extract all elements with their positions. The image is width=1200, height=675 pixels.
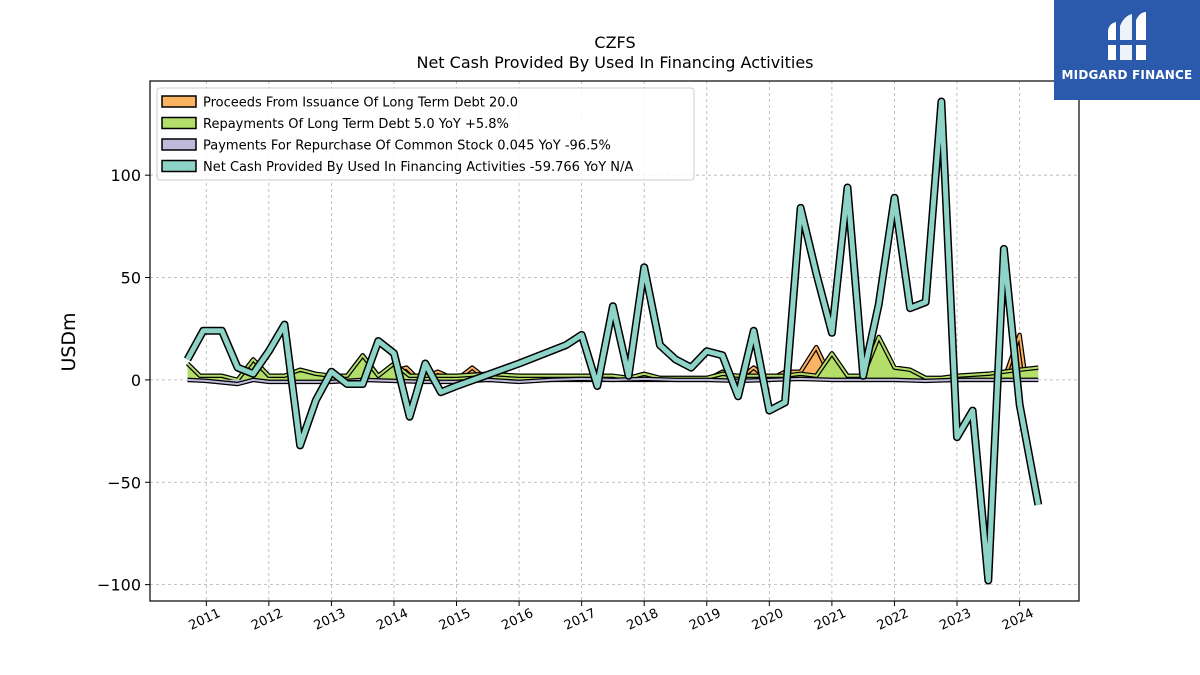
plot-area (183, 97, 1043, 585)
legend-label: Net Cash Provided By Used In Financing A… (203, 160, 633, 175)
y-axis-label: USDm (58, 312, 80, 371)
midgard-logo-icon (1106, 12, 1148, 60)
x-tick-label: 2015 (437, 606, 473, 634)
x-tick-label: 2016 (499, 606, 535, 634)
legend-item: Payments For Repurchase Of Common Stock … (161, 138, 611, 154)
legend-label: Proceeds From Issuance Of Long Term Debt… (203, 96, 518, 111)
chart-subtitle: Net Cash Provided By Used In Financing A… (416, 53, 813, 72)
series-line (185, 99, 1041, 583)
x-tick-label: 2013 (312, 606, 348, 634)
x-tick-label: 2022 (875, 606, 911, 634)
grid (150, 81, 1079, 601)
legend-label: Repayments Of Long Term Debt 5.0 YoY +5.… (203, 117, 509, 132)
x-tick-label: 2024 (1000, 606, 1036, 634)
legend: Proceeds From Issuance Of Long Term Debt… (156, 87, 695, 181)
x-tick-label: 2011 (187, 606, 223, 634)
series-area (187, 334, 1026, 380)
legend-item: Net Cash Provided By Used In Financing A… (161, 159, 633, 175)
legend-item: Proceeds From Issuance Of Long Term Debt… (161, 95, 518, 111)
y-tick-label: 100 (110, 166, 141, 185)
y-axis: −100 −50 0 50 100 (97, 166, 150, 595)
x-tick-label: 2023 (937, 606, 973, 634)
brand-logo: MIDGARD FINANCE (1054, 0, 1200, 100)
legend-swatch (161, 116, 197, 130)
series-2 (185, 334, 1039, 383)
y-tick-label: 50 (121, 269, 141, 288)
series-line (186, 335, 1039, 381)
legend-swatch (161, 95, 197, 108)
x-tick-label: 2020 (750, 606, 786, 634)
chart-title: CZFS (594, 33, 635, 52)
series-3 (187, 376, 1039, 387)
legend-swatch (161, 138, 197, 151)
legend-label: Payments For Repurchase Of Common Stock … (203, 139, 611, 154)
logo-text: MIDGARD FINANCE (1061, 68, 1193, 82)
legend-box (156, 87, 695, 181)
x-tick-label: 2012 (249, 606, 285, 634)
y-tick-label: 0 (131, 371, 141, 390)
x-tick-label: 2018 (625, 606, 661, 634)
x-axis: 2011 2012 2013 2014 2015 2016 2017 2018 2019 2020… (187, 601, 1036, 634)
x-tick-label: 2019 (687, 606, 723, 634)
x-tick-label: 2021 (812, 606, 848, 634)
plot-frame (149, 80, 1080, 602)
x-tick-label: 2017 (562, 606, 598, 634)
legend-swatch (161, 159, 197, 173)
legend-item: Repayments Of Long Term Debt 5.0 YoY +5.… (161, 116, 509, 132)
y-tick-label: −100 (97, 576, 141, 595)
series-4 (183, 97, 1043, 585)
x-tick-label: 2014 (374, 606, 410, 634)
y-tick-label: −50 (107, 473, 141, 492)
